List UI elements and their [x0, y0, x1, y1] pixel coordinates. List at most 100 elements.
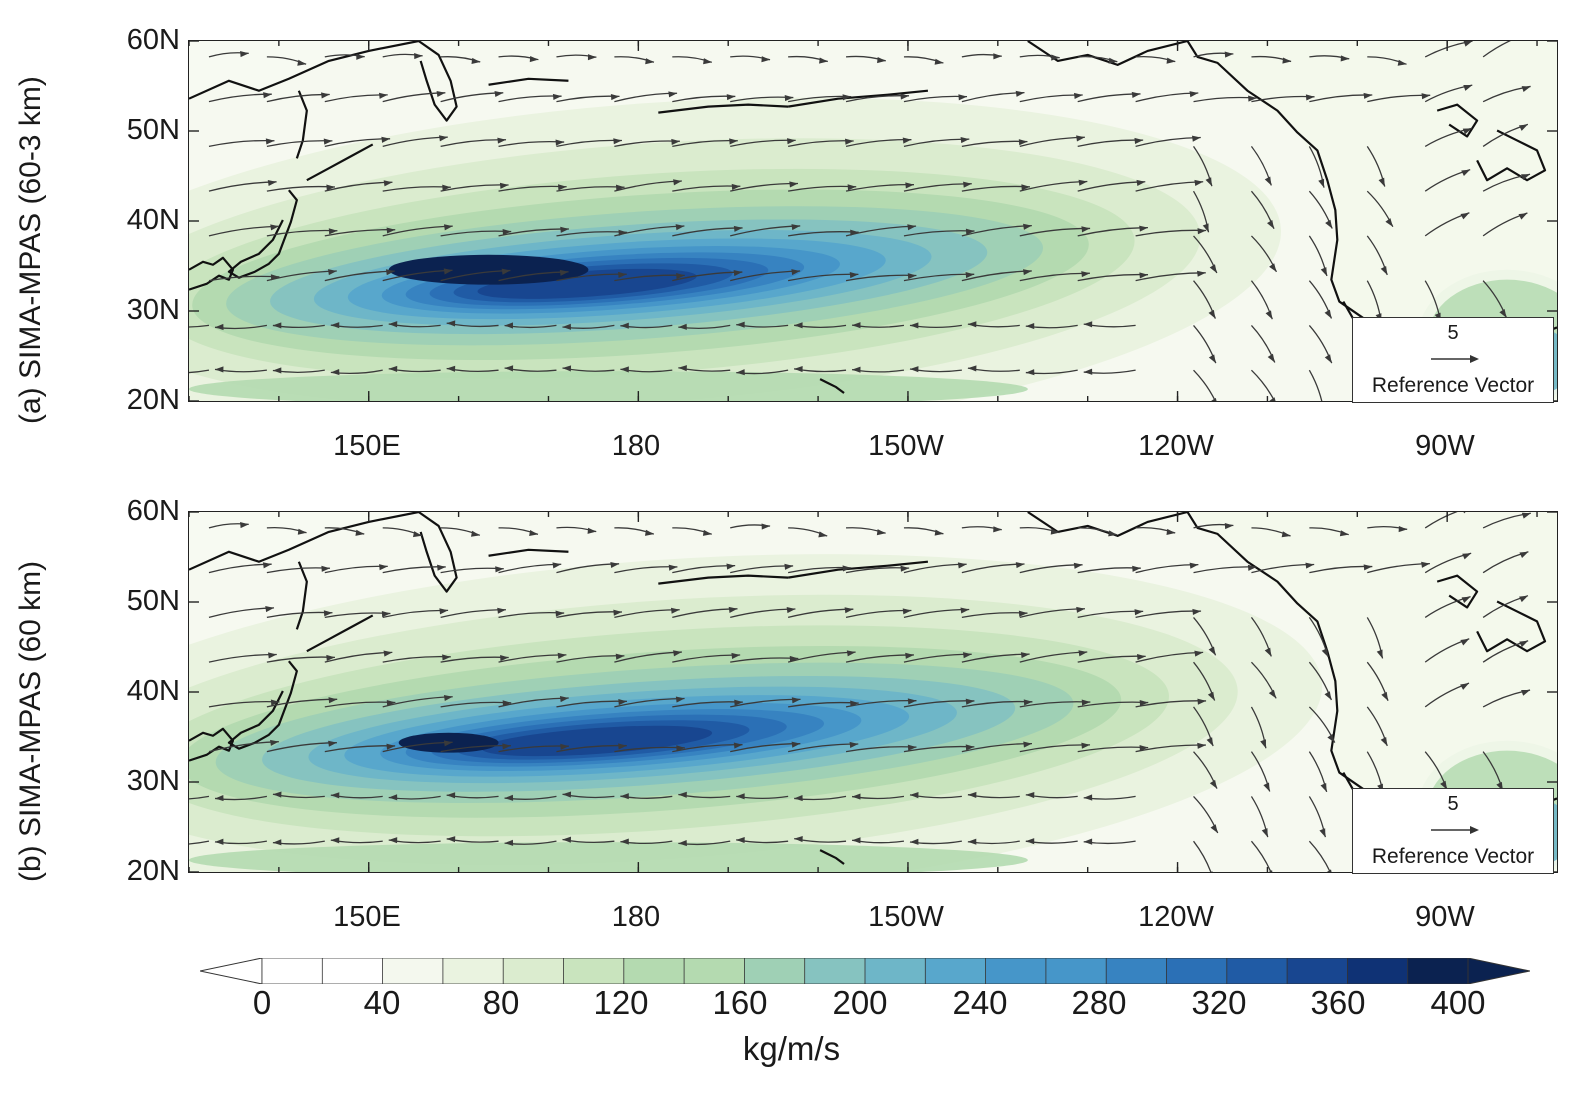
wind-vector-head	[618, 698, 627, 706]
wind-vector-head	[355, 529, 365, 536]
wind-vector-head	[731, 183, 741, 190]
wind-vector-head	[1381, 691, 1389, 701]
wind-vector-head	[240, 522, 249, 529]
contour-band-south	[189, 842, 1028, 872]
wind-vector-head	[499, 182, 509, 189]
wind-vector-head	[786, 138, 796, 145]
wind-vector-head	[1134, 609, 1144, 616]
wind-vector	[189, 369, 210, 374]
wind-vector-head	[963, 181, 972, 188]
wind-vector-head	[1139, 225, 1148, 232]
wind-vector-head	[1319, 828, 1326, 838]
wind-vector-head	[328, 740, 337, 747]
wind-vector-head	[504, 365, 514, 372]
wind-vector-head	[439, 135, 448, 142]
wind-vector-head	[1023, 699, 1033, 706]
reference-vector-value: 5	[1447, 322, 1459, 344]
wind-vector-head	[620, 322, 629, 329]
wind-vector-head	[610, 561, 620, 569]
wind-vector-head	[1325, 219, 1333, 229]
wind-vector-head	[501, 268, 511, 275]
wind-vector-head	[1324, 354, 1332, 364]
wind-vector-head	[383, 650, 393, 657]
colorbar-swatch	[1045, 958, 1108, 984]
wind-vector-head	[1131, 91, 1141, 99]
wind-vector-head	[1519, 551, 1529, 559]
coastline	[819, 378, 845, 394]
wind-vector-head	[1081, 226, 1091, 233]
lon-label: 150W	[868, 901, 944, 933]
colorbar-unit: kg/m/s	[742, 1030, 841, 1067]
wind-vector	[1250, 369, 1276, 401]
lat-label: 50N	[126, 114, 180, 146]
wind-vector-head	[673, 650, 682, 657]
wind-vector-head	[761, 56, 771, 63]
wind-vector-head	[1460, 683, 1470, 690]
wind-vector-head	[414, 53, 423, 60]
coastline	[488, 77, 569, 86]
colorbar-swatch	[985, 958, 1047, 984]
wind-vector-head	[794, 835, 803, 843]
wind-vector-head	[957, 562, 967, 569]
colorbar-tick: 0	[252, 984, 272, 1021]
wind-vector-head	[562, 323, 572, 330]
wind-vector-head	[900, 93, 910, 100]
wind-vector-head	[1521, 690, 1531, 696]
lat-label: 40N	[126, 675, 180, 707]
wind-vector-head	[323, 138, 333, 145]
wind-vector-head	[1197, 228, 1207, 235]
colorbar-swatch	[1105, 958, 1168, 984]
asia-land	[189, 41, 419, 99]
wind-vector-head	[262, 562, 272, 569]
wind-vector-head	[819, 57, 828, 64]
wind-vector-head	[675, 696, 685, 703]
wind-vector-head	[1247, 564, 1257, 571]
panel-b-title: (b) SIMA-MPAS (60 km)	[14, 560, 47, 882]
wind-vector	[1193, 369, 1217, 401]
wind-vector-head	[500, 655, 509, 662]
wind-vector-head	[1268, 870, 1273, 872]
wind-vector-head	[1320, 782, 1327, 792]
coastline	[295, 90, 308, 159]
wind-vector-head	[1207, 691, 1215, 701]
wind-vector-head	[1398, 526, 1408, 533]
axis-ticks	[189, 41, 1557, 401]
wind-vector-head	[502, 743, 511, 750]
wind-vector-head	[818, 531, 828, 538]
wind-vector-head	[960, 607, 970, 614]
lon-label: 150E	[333, 430, 401, 462]
lon-label: 120W	[1138, 430, 1214, 462]
map-a	[188, 40, 1558, 402]
wind-vector-head	[497, 137, 507, 144]
wind-vector-head	[504, 794, 514, 801]
wind-vector-head	[272, 791, 282, 798]
wind-vector-head	[388, 837, 398, 844]
wind-vector-head	[965, 698, 975, 705]
wind-vector-head	[1083, 838, 1093, 845]
wind-vector-head	[1073, 562, 1083, 569]
wind-vector-head	[504, 322, 513, 329]
wind-vector-head	[1108, 530, 1118, 537]
wind-vector-head	[263, 92, 272, 99]
wind-vector-head	[620, 366, 629, 373]
wind-vector-head	[502, 229, 512, 236]
reference-vector-box-b: 5 Reference Vector	[1352, 788, 1554, 874]
coastline	[658, 574, 789, 585]
wind-vector-head	[849, 272, 859, 279]
colorbar-swatch	[382, 958, 444, 984]
coastline	[1476, 600, 1547, 653]
wind-vector-head	[1305, 94, 1315, 101]
wind-vector-head	[1324, 691, 1332, 701]
wind-vector-head	[1197, 270, 1206, 277]
wind-vector-head	[1194, 179, 1204, 186]
wind-vector-head	[1018, 139, 1028, 146]
wind-vector-head	[618, 271, 627, 279]
wind-vector-head	[560, 743, 569, 750]
wind-vector-head	[412, 531, 422, 538]
wind-vector-head	[675, 224, 685, 231]
wind-vector-head	[962, 652, 972, 659]
wind-vector-head	[494, 90, 504, 98]
wind-vector-head	[558, 184, 567, 191]
lon-label: 150W	[868, 430, 944, 462]
wind-vector-head	[702, 529, 712, 536]
